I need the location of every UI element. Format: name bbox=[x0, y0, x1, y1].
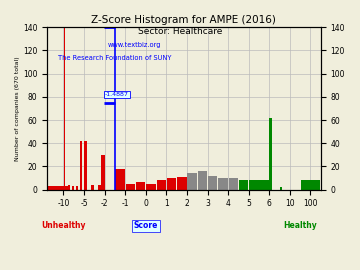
Bar bbox=[188, 173, 197, 190]
Bar bbox=[301, 180, 320, 190]
Bar bbox=[98, 185, 101, 190]
Bar bbox=[64, 27, 66, 190]
Bar bbox=[84, 141, 87, 190]
Text: Unhealthy: Unhealthy bbox=[41, 221, 86, 230]
Text: www.textbiz.org: www.textbiz.org bbox=[107, 42, 161, 48]
Bar bbox=[269, 118, 272, 190]
Text: -1.4887: -1.4887 bbox=[105, 92, 129, 97]
Bar bbox=[146, 184, 156, 190]
Text: Healthy: Healthy bbox=[283, 221, 316, 230]
Bar bbox=[43, 186, 62, 190]
Bar bbox=[208, 176, 217, 190]
Title: Z-Score Histogram for AMPE (2016): Z-Score Histogram for AMPE (2016) bbox=[91, 15, 276, 25]
Bar bbox=[167, 178, 176, 190]
Bar bbox=[80, 141, 82, 190]
Bar bbox=[76, 186, 78, 190]
Bar bbox=[239, 180, 248, 190]
Bar bbox=[260, 180, 269, 190]
Text: Sector: Healthcare: Sector: Healthcare bbox=[138, 27, 222, 36]
Bar bbox=[177, 177, 186, 190]
Bar bbox=[102, 155, 104, 190]
Bar bbox=[198, 171, 207, 190]
Bar bbox=[47, 186, 66, 190]
Bar bbox=[136, 182, 145, 190]
Bar bbox=[229, 178, 238, 190]
Bar bbox=[115, 169, 125, 190]
Bar bbox=[72, 186, 74, 190]
Y-axis label: Number of companies (670 total): Number of companies (670 total) bbox=[15, 56, 20, 161]
Bar bbox=[68, 185, 69, 190]
Bar bbox=[91, 185, 94, 190]
Bar bbox=[280, 187, 282, 190]
Bar bbox=[249, 180, 258, 190]
Text: The Research Foundation of SUNY: The Research Foundation of SUNY bbox=[58, 55, 171, 61]
Text: Score: Score bbox=[134, 221, 158, 230]
Bar bbox=[157, 180, 166, 190]
Bar bbox=[126, 184, 135, 190]
Bar bbox=[51, 186, 69, 190]
Bar bbox=[218, 178, 228, 190]
